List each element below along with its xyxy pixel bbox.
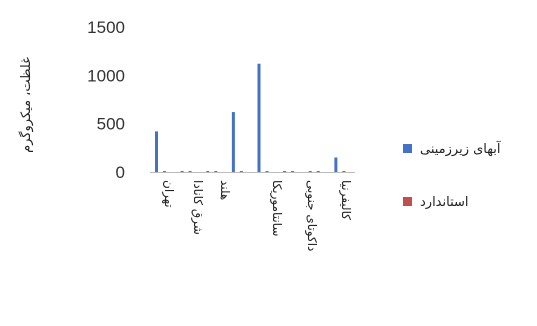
bars	[155, 63, 346, 172]
bar-standard-5	[291, 171, 295, 172]
bar-standard-7	[342, 171, 346, 172]
bar-groundwater-1	[180, 171, 184, 172]
x-axis-categories: تهران شرق کانادا هلند سانتاموریکا داکوتای جن…	[161, 180, 353, 251]
y-axis-label: غلظت، میکروگرم	[18, 57, 34, 153]
y-tick-label: 1000	[87, 66, 125, 85]
legend-label-standard: استاندارد	[420, 195, 469, 210]
legend-swatch-standard	[403, 197, 412, 206]
bar-standard-1	[188, 171, 192, 172]
bar-groundwater-6	[308, 171, 312, 172]
bar-groundwater-3	[231, 112, 235, 172]
bar-standard-4	[265, 171, 269, 172]
legend-swatch-groundwater	[403, 144, 412, 153]
bar-groundwater-7	[334, 157, 338, 172]
bar-groundwater-5	[283, 171, 287, 172]
x-category-label: کالیفرنیا	[338, 180, 353, 220]
x-category-label: سانتاموریکا	[269, 180, 284, 236]
y-tick-label: 500	[97, 115, 125, 134]
bar-standard-0	[163, 171, 166, 172]
x-category-label: تهران	[161, 180, 176, 208]
legend: آبهای زیرزمینی استاندارد	[403, 140, 502, 210]
bar-standard-6	[316, 171, 320, 172]
x-category-label: شرق کانادا	[190, 180, 205, 235]
bar-groundwater-2	[206, 171, 210, 172]
y-tick-label: 1500	[87, 18, 125, 37]
bar-standard-2	[214, 171, 218, 172]
bar-standard-3	[239, 171, 243, 172]
x-category-label: هلند	[218, 180, 232, 200]
bar-groundwater-4	[257, 63, 261, 172]
legend-label-groundwater: آبهای زیرزمینی	[420, 140, 502, 157]
bar-groundwater-0	[155, 131, 158, 172]
y-tick-label: 0	[116, 163, 125, 182]
y-axis-ticks: 0 500 1000 1500	[87, 18, 125, 182]
x-category-label: داکوتای جنوبی	[304, 180, 319, 251]
